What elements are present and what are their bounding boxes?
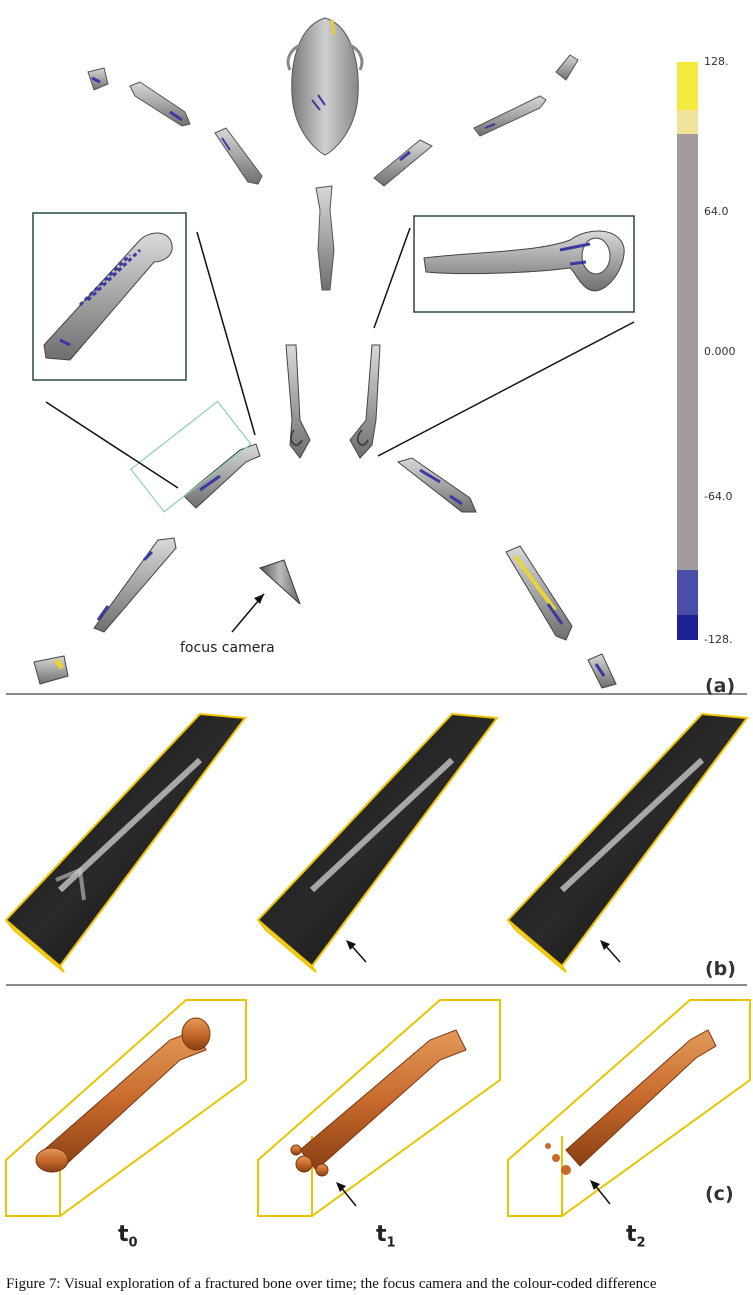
panel-a-label: (a) — [705, 675, 736, 697]
arrow-c-t1 — [336, 1182, 357, 1207]
bone-right-lower-mid — [396, 457, 477, 513]
bone-top-left-long — [129, 81, 191, 127]
volume-t0 — [5, 999, 247, 1217]
bone-top-right-small — [555, 54, 579, 81]
inset-left-leader-1 — [196, 231, 256, 436]
tibia-right — [505, 545, 573, 641]
selection-box — [130, 400, 252, 513]
foot-right — [587, 653, 617, 689]
colorbar-high-soft — [677, 110, 698, 134]
inset-right — [413, 215, 635, 313]
pelvis-right — [349, 344, 381, 459]
foot-left — [33, 655, 69, 685]
colorbar-tick-max: 128. — [704, 55, 729, 68]
bone-left-mid — [214, 127, 263, 185]
ct-slice-t2 — [506, 712, 749, 973]
ct-slice-t0 — [4, 712, 247, 973]
tibia-left — [93, 537, 177, 633]
bone-top-right-long — [473, 95, 547, 137]
colorbar-tick-neg64: -64.0 — [704, 490, 733, 503]
pelvis-left — [285, 344, 311, 459]
bone-top-left-small — [87, 67, 109, 91]
ct-slice-t1 — [256, 712, 499, 973]
femur-highlighted — [183, 443, 261, 509]
spine-shape — [315, 185, 335, 291]
colorbar-low-soft — [677, 570, 698, 615]
arrow-b-t2 — [600, 940, 621, 963]
colorbar-tick-min: -128. — [704, 633, 733, 646]
figure-caption: Figure 7: Visual exploration of a fractu… — [6, 1276, 657, 1292]
inset-right-leader-2 — [377, 321, 635, 457]
panel-c-label: (c) — [705, 1183, 734, 1205]
inset-left — [32, 212, 187, 381]
focus-camera-arrow — [231, 593, 265, 633]
volume-t1 — [257, 999, 501, 1217]
time-label-t1: t1 — [376, 1222, 396, 1251]
arrow-c-t2 — [590, 1180, 611, 1205]
time-label-t2: t2 — [626, 1222, 646, 1251]
colorbar-low — [677, 615, 698, 640]
time-label-t0: t0 — [118, 1222, 138, 1251]
bone-right-mid — [373, 139, 433, 187]
colorbar-neutral — [677, 134, 698, 570]
panel-b-label: (b) — [705, 958, 736, 980]
arrow-b-t1 — [346, 940, 367, 963]
colorbar-tick-64: 64.0 — [704, 205, 729, 218]
colorbar — [677, 62, 698, 640]
focus-camera-cone[interactable] — [259, 559, 301, 605]
inset-right-leader-1 — [373, 227, 411, 329]
colorbar-tick-zero: 0.000 — [704, 345, 736, 358]
volume-t2 — [507, 999, 751, 1217]
focus-camera-label: focus camera — [180, 640, 275, 656]
inset-left-leader-2 — [45, 401, 179, 489]
skull-shape — [286, 17, 364, 156]
